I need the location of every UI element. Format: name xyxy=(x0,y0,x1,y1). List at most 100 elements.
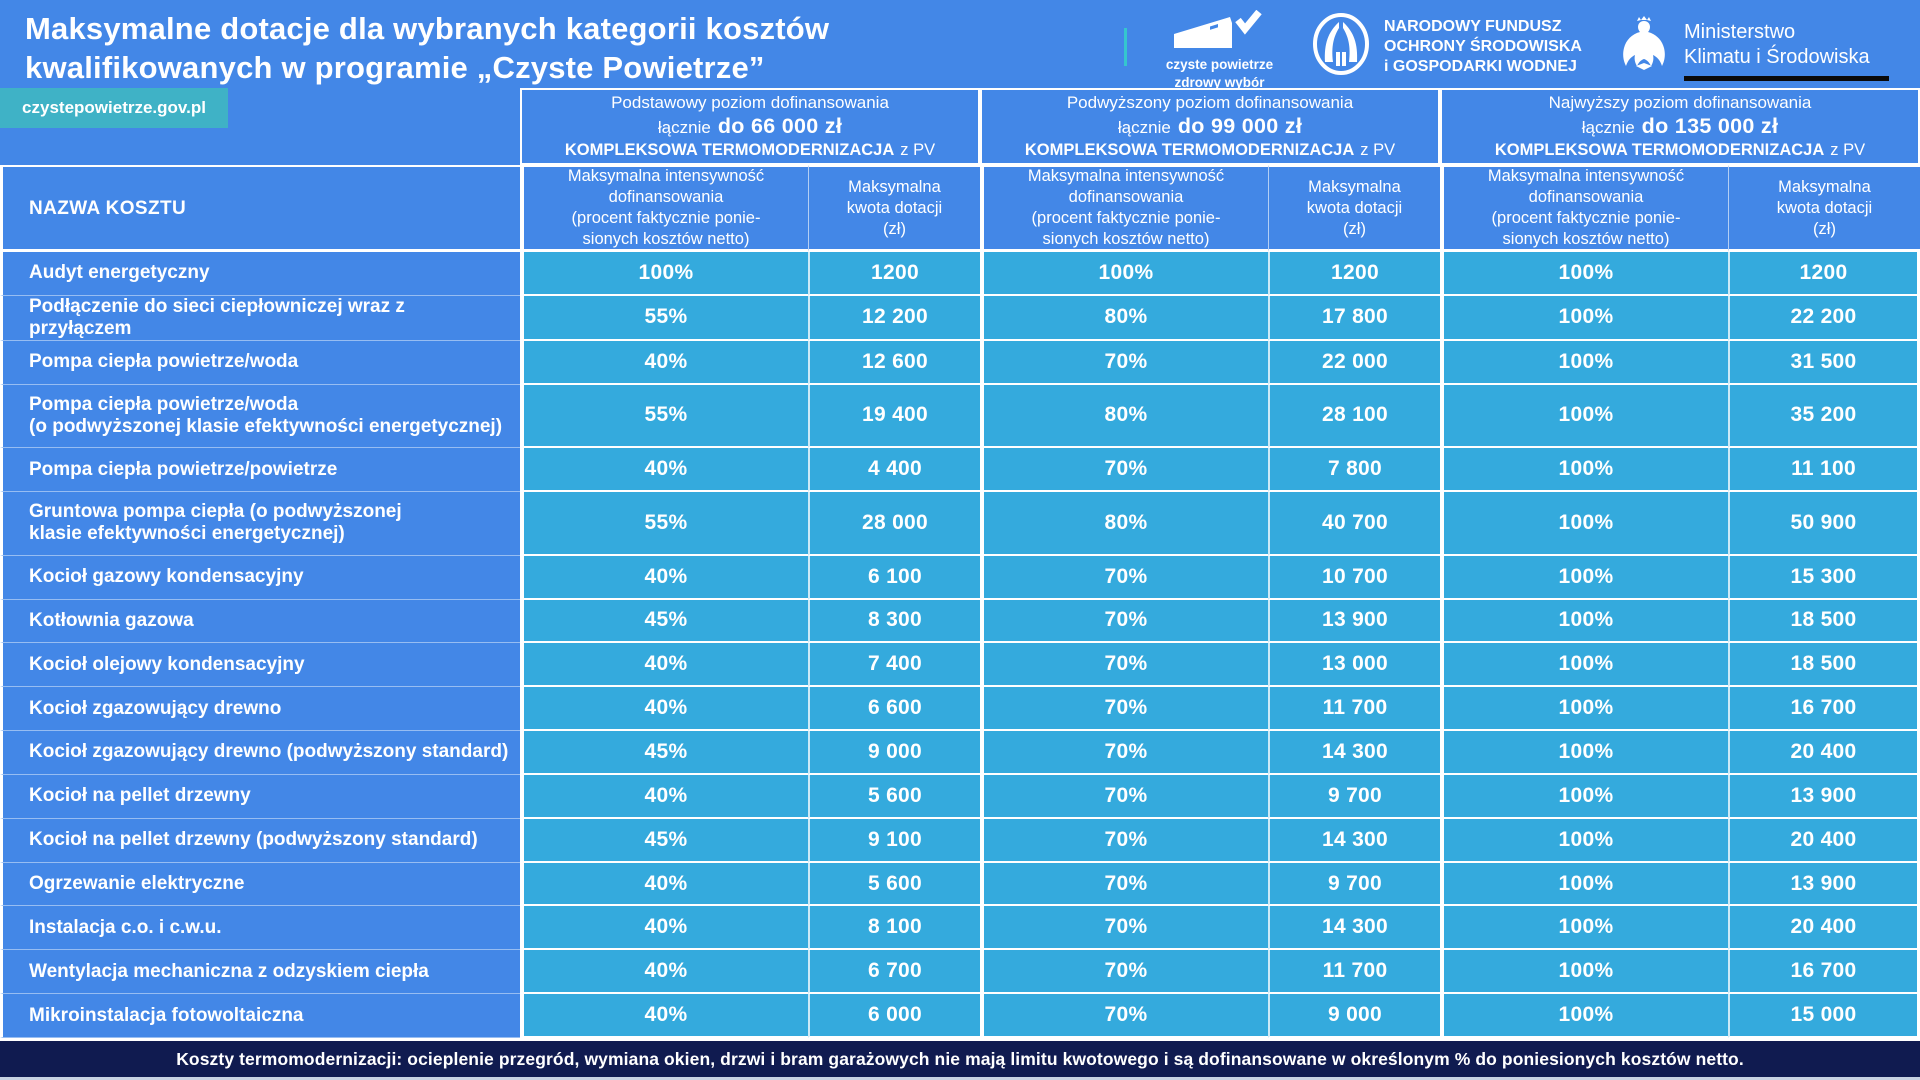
cost-name-cell: Gruntowa pompa ciepła (o podwyższonej kl… xyxy=(0,492,520,556)
max-intensity-cell: 100% xyxy=(1440,555,1728,600)
group-thermo-note: KOMPLEKSOWA TERMOMODERNIZACJA z PV xyxy=(564,141,936,159)
cost-name-cell: Instalacja c.o. i c.w.u. xyxy=(0,906,520,951)
max-amount-cell: 1200 xyxy=(808,252,980,296)
cost-name-cell: Kotłownia gazowa xyxy=(0,599,520,644)
max-amount-cell: 6 600 xyxy=(808,687,980,732)
site-badge[interactable]: czystepowietrze.gov.pl xyxy=(0,88,228,128)
max-amount-cell: 13 900 xyxy=(1728,774,1920,819)
max-intensity-cell: 100% xyxy=(1440,687,1728,732)
max-intensity-cell: 100% xyxy=(1440,295,1728,341)
max-amount-cell: 9 000 xyxy=(808,731,980,775)
max-amount-cell: 9 100 xyxy=(808,818,980,863)
max-amount-cell: 12 200 xyxy=(808,295,980,341)
max-amount-cell: 10 700 xyxy=(1268,555,1440,600)
max-intensity-cell: 55% xyxy=(520,295,808,341)
column-header-intensity: Maksymalna intensywność dofinansowania (… xyxy=(520,165,808,252)
max-amount-cell: 14 300 xyxy=(1268,731,1440,775)
max-intensity-cell: 70% xyxy=(980,731,1268,775)
max-amount-cell: 11 700 xyxy=(1268,950,1440,995)
cost-name-cell: Pompa ciepła powietrze/woda (o podwyższo… xyxy=(0,384,520,449)
cost-name-cell: Kocioł zgazowujący drewno (podwyższony s… xyxy=(0,731,520,775)
czyste-powietrze-logo: czyste powietrze zdrowy wybór xyxy=(1152,9,1287,91)
max-amount-cell: 15 000 xyxy=(1728,994,1920,1038)
nfosigw-icon xyxy=(1312,12,1370,81)
cost-name-cell: Kocioł na pellet drzewny xyxy=(0,774,520,819)
cost-name-cell: Audyt energetyczny xyxy=(0,252,520,296)
max-intensity-cell: 40% xyxy=(520,448,808,493)
max-intensity-cell: 70% xyxy=(980,818,1268,863)
max-intensity-cell: 100% xyxy=(1440,384,1728,449)
max-intensity-cell: 40% xyxy=(520,994,808,1038)
max-intensity-cell: 100% xyxy=(1440,862,1728,907)
ministry-logo: Ministerstwo Klimatu i Środowiska xyxy=(1618,12,1889,81)
cost-name-cell: Pompa ciepła powietrze/woda xyxy=(0,340,520,385)
max-intensity-cell: 45% xyxy=(520,599,808,644)
max-amount-cell: 20 400 xyxy=(1728,731,1920,775)
max-intensity-cell: 100% xyxy=(980,252,1268,296)
max-amount-cell: 40 700 xyxy=(1268,492,1440,556)
max-intensity-cell: 80% xyxy=(980,384,1268,449)
group-thermo-note: KOMPLEKSOWA TERMOMODERNIZACJA z PV xyxy=(1494,141,1866,159)
max-amount-cell: 20 400 xyxy=(1728,818,1920,863)
max-intensity-cell: 45% xyxy=(520,818,808,863)
max-intensity-cell: 70% xyxy=(980,599,1268,644)
max-amount-cell: 6 100 xyxy=(808,555,980,600)
cost-name-cell: Kocioł olejowy kondensacyjny xyxy=(0,643,520,688)
max-amount-cell: 12 600 xyxy=(808,340,980,385)
max-amount-cell: 22 200 xyxy=(1728,295,1920,341)
group-title: Najwyższy poziom dofinansowania xyxy=(1548,93,1812,112)
cost-name-cell: Ogrzewanie elektryczne xyxy=(0,862,520,907)
max-intensity-cell: 70% xyxy=(980,643,1268,688)
max-amount-cell: 13 900 xyxy=(1728,862,1920,907)
max-intensity-cell: 100% xyxy=(1440,252,1728,296)
max-amount-cell: 8 300 xyxy=(808,599,980,644)
max-amount-cell: 28 100 xyxy=(1268,384,1440,449)
group-total: łącznie do 66 000 zł xyxy=(657,114,843,138)
footer-note: Koszty termomodernizacji: ocieplenie prz… xyxy=(0,1041,1920,1077)
max-amount-cell: 19 400 xyxy=(808,384,980,449)
max-intensity-cell: 40% xyxy=(520,950,808,995)
group-total: łącznie do 135 000 zł xyxy=(1581,114,1779,138)
max-intensity-cell: 40% xyxy=(520,643,808,688)
ministry-underline xyxy=(1684,76,1889,81)
max-amount-cell: 28 000 xyxy=(808,492,980,556)
page-title: Maksymalne dotacje dla wybranych kategor… xyxy=(25,11,830,85)
max-amount-cell: 20 400 xyxy=(1728,906,1920,951)
max-amount-cell: 13 900 xyxy=(1268,599,1440,644)
max-intensity-cell: 100% xyxy=(1440,448,1728,493)
max-intensity-cell: 40% xyxy=(520,687,808,732)
max-intensity-cell: 100% xyxy=(1440,599,1728,644)
max-intensity-cell: 40% xyxy=(520,906,808,951)
group-thermo-note: KOMPLEKSOWA TERMOMODERNIZACJA z PV xyxy=(1024,141,1396,159)
max-amount-cell: 16 700 xyxy=(1728,687,1920,732)
max-amount-cell: 7 400 xyxy=(808,643,980,688)
max-amount-cell: 6 000 xyxy=(808,994,980,1038)
teal-divider-line xyxy=(1124,28,1127,66)
column-header-amount: Maksymalna kwota dotacji (zł) xyxy=(1728,165,1920,252)
column-header-intensity: Maksymalna intensywność dofinansowania (… xyxy=(1440,165,1728,252)
max-intensity-cell: 100% xyxy=(1440,492,1728,556)
max-intensity-cell: 40% xyxy=(520,340,808,385)
czyste-powietrze-logo-text-1: czyste powietrze xyxy=(1165,57,1274,72)
max-intensity-cell: 100% xyxy=(1440,643,1728,688)
max-intensity-cell: 70% xyxy=(980,448,1268,493)
column-header-amount: Maksymalna kwota dotacji (zł) xyxy=(1268,165,1440,252)
ministry-logo-text: Ministerstwo Klimatu i Środowiska xyxy=(1684,21,1870,68)
max-intensity-cell: 70% xyxy=(980,687,1268,732)
max-intensity-cell: 70% xyxy=(980,994,1268,1038)
max-intensity-cell: 55% xyxy=(520,492,808,556)
nfosigw-logo: NARODOWY FUNDUSZ OCHRONY ŚRODOWISKA i GO… xyxy=(1312,12,1582,81)
bottom-strip xyxy=(0,1077,1920,1080)
group-total: łącznie do 99 000 zł xyxy=(1117,114,1303,138)
max-intensity-cell: 80% xyxy=(980,295,1268,341)
group-header-highest: Najwyższy poziom dofinansowania łącznie d… xyxy=(1440,88,1920,165)
max-intensity-cell: 100% xyxy=(1440,994,1728,1038)
max-amount-cell: 4 400 xyxy=(808,448,980,493)
max-amount-cell: 5 600 xyxy=(808,862,980,907)
max-amount-cell: 18 500 xyxy=(1728,599,1920,644)
cost-name-cell: Podłączenie do sieci ciepłowniczej wraz … xyxy=(0,295,520,341)
group-title: Podwyższony poziom dofinansowania xyxy=(1066,93,1354,112)
max-intensity-cell: 40% xyxy=(520,555,808,600)
subsidy-table: Podstawowy poziom dofinansowania łącznie… xyxy=(0,88,1920,1041)
